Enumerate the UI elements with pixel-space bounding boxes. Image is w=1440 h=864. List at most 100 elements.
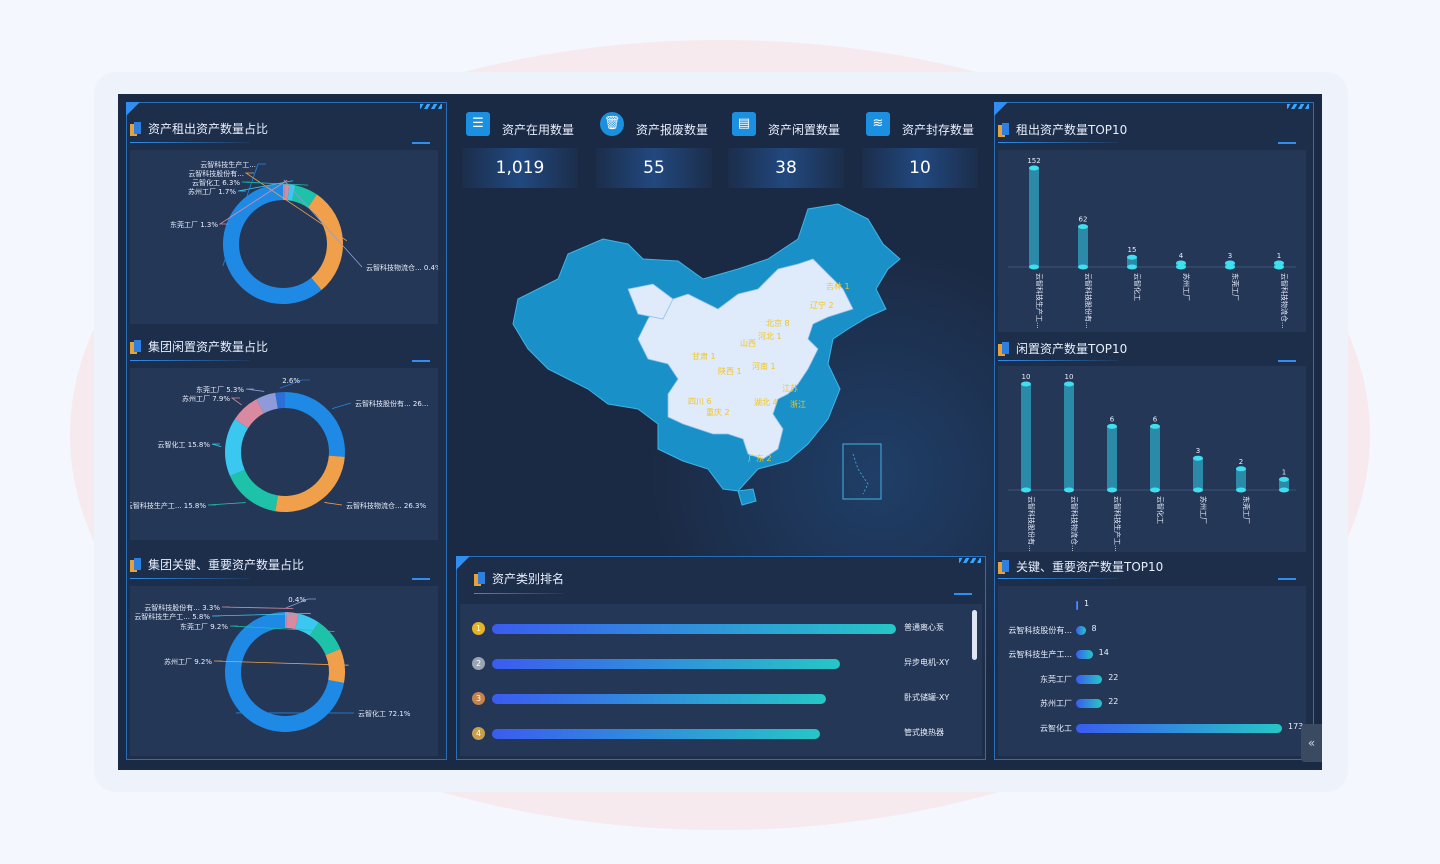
donut-slice[interactable] (285, 392, 345, 457)
rank-badge: 1 (472, 622, 485, 635)
rank-label: 普通离心泵 (904, 623, 944, 632)
donut-leader-line (218, 179, 288, 225)
donut-slice[interactable] (234, 399, 265, 428)
donut-label: 东莞工厂 1.3% (170, 220, 218, 229)
hbar-category-label: 云智科技生产工... (1008, 650, 1072, 659)
donut-label: 云智科技生产工... 15.8% (130, 501, 206, 510)
map-province-label: 山西 (740, 338, 756, 348)
bar[interactable] (1193, 458, 1203, 490)
hbar-row[interactable]: 云智化工 173 (998, 721, 1306, 735)
rank-scrollbar[interactable] (972, 610, 977, 660)
stat-value: 10 (862, 148, 978, 188)
hbar-row[interactable]: 苏州工厂 22 (998, 696, 1306, 710)
bar-value-label: 3 (1228, 252, 1232, 260)
rank-badge: 2 (472, 657, 485, 670)
rent-share-donut: 云智科技生产工...云智科技股份有...云智化工 6.3%苏州工厂 1.7% 东莞… (170, 160, 442, 304)
bar-value-label: 10 (1065, 373, 1074, 381)
rank-row[interactable]: 3 卧式储罐-XY (460, 689, 980, 709)
map-province-label: 江苏 (782, 383, 798, 393)
donut-label: 东莞工厂 5.3% (196, 385, 244, 394)
donut-slice[interactable] (307, 194, 343, 290)
hbar-value-label: 22 (1108, 697, 1119, 706)
map-region-gansu (627, 283, 674, 320)
donut-label: 2.6% (282, 377, 300, 385)
bar-value-label: 3 (1196, 447, 1200, 455)
donut-leader-line (229, 625, 335, 632)
stat-label: 资产报废数量 (636, 123, 709, 137)
donut-slice[interactable] (284, 184, 290, 201)
map-province-label: 辽宁 2 (810, 300, 834, 310)
idle-top-chart: 10 云智科技股份有... 10 云智科技物流仓... 6 云智科技生产工... 6 云智化工… (1008, 373, 1296, 552)
divider (130, 360, 250, 361)
donut-label: 东莞工厂 9.2% (180, 622, 228, 631)
bar[interactable] (1029, 168, 1039, 267)
rank-row[interactable]: 4 管式换热器 (460, 724, 980, 744)
rent-top-chart: 152 云智科技生产工... 62 云智科技股份有... 15 云智化工 4 苏州工厂 3 东莞工… (1008, 157, 1296, 329)
bar[interactable] (1150, 426, 1160, 490)
bar[interactable] (1078, 226, 1088, 267)
divider-accent (954, 593, 972, 595)
donut-slice[interactable] (285, 612, 287, 629)
donut-label: 0.4% (288, 596, 306, 604)
bar-cap (1029, 165, 1039, 171)
bar[interactable] (1021, 384, 1031, 490)
donut-leader-line (211, 443, 222, 448)
map-province-label: 河北 1 (758, 331, 782, 341)
donut-slice[interactable] (283, 184, 285, 201)
rank-row[interactable]: 2 异步电机-XY (460, 654, 980, 674)
hbar-row[interactable]: 1 (998, 598, 1306, 612)
bar-value-label: 6 (1110, 415, 1115, 423)
donut-slice[interactable] (275, 392, 285, 409)
bar-cap (1078, 224, 1088, 230)
bar-category-label: 云智化工 (1133, 273, 1142, 301)
hbar (1076, 650, 1093, 659)
rank-bar (492, 624, 896, 634)
map-province-label: 北京 8 (766, 318, 790, 328)
hbar-category-label: 东莞工厂 (1040, 674, 1072, 684)
bar[interactable] (1236, 468, 1246, 490)
hbar-row[interactable]: 云智科技生产工... 14 (998, 647, 1306, 661)
bar[interactable] (1064, 384, 1074, 490)
donut-slice[interactable] (230, 469, 278, 512)
bar[interactable] (1127, 257, 1137, 267)
key-share-card: 云智化工 72.1% 苏州工厂 9.2% 东莞工厂 9.2% 云智科技生产工... 5… (130, 586, 438, 756)
bar-base (1029, 264, 1039, 270)
donut-slice[interactable] (256, 392, 278, 414)
bar[interactable] (1107, 426, 1117, 490)
key-top-card: 1 云智科技股份有... 8 云智科技生产工... 14 东莞工厂 22 苏州工厂 22 云智化工… (998, 586, 1306, 756)
bar-value-label: 6 (1153, 415, 1158, 423)
donut-leader-line (222, 163, 266, 266)
rent-share-title: 资产租出资产数量占比 (130, 120, 268, 137)
donut-slice[interactable] (223, 184, 322, 304)
donut-slice[interactable] (225, 419, 249, 477)
donut-label: 苏州工厂 9.2% (164, 657, 212, 666)
donut-leader-line (207, 502, 246, 506)
donut-leader-line (241, 181, 309, 186)
bar-value-label: 2 (1239, 458, 1243, 466)
hbar-row[interactable]: 东莞工厂 22 (998, 672, 1306, 686)
idle-share-title: 集团闲置资产数量占比 (130, 338, 268, 355)
rank-row[interactable]: 1 普通离心泵 (460, 619, 980, 639)
key-top-title: 关键、重要资产数量TOP10 (998, 558, 1163, 575)
hbar-row[interactable]: 云智科技股份有... 8 (998, 623, 1306, 637)
rank-label: 卧式储罐-XY (904, 693, 950, 702)
hbar (1076, 699, 1103, 708)
hbar-value-label: 8 (1091, 623, 1097, 633)
divider (130, 142, 250, 143)
donut-slice[interactable] (275, 455, 345, 512)
donut-slice[interactable] (286, 612, 299, 630)
collapse-panel-button[interactable]: « (1301, 724, 1322, 762)
dashboard-screen: 资产租出资产数量占比 云智科技生产工... 云智科技股份有... 云智化工 6.3%… (118, 94, 1322, 770)
donut-slice[interactable] (287, 184, 296, 201)
donut-leader-line (213, 660, 349, 666)
bar-base (1225, 264, 1235, 270)
donut-slice[interactable] (325, 648, 345, 683)
donut-label: 云智化工 15.8% (158, 440, 211, 449)
donut-slice[interactable] (292, 185, 317, 208)
rent-top-title: 租出资产数量TOP10 (998, 121, 1127, 138)
category-rank-card: 1 普通离心泵 2 异步电机-XY 3 卧式储罐-XY 4 管式换热器 (460, 604, 982, 756)
hbar (1076, 625, 1086, 635)
bar[interactable] (1279, 479, 1289, 490)
donut-label: 苏州工厂 1.7% (188, 187, 236, 196)
donut-label: 云智科技股份有... (188, 169, 244, 178)
